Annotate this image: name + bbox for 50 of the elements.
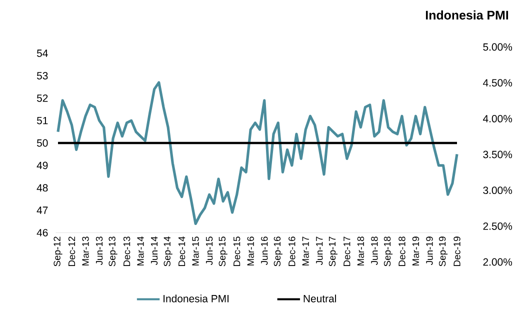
x-tick-label: Mar-19 xyxy=(412,236,420,266)
y2-tick-label: 3.50% xyxy=(483,150,512,158)
x-tick-label: Dec-14 xyxy=(178,236,186,266)
x-tick-label: Sep-12 xyxy=(54,236,62,266)
x-tick-label: Sep-15 xyxy=(218,236,228,266)
x-tick-label: Dec-16 xyxy=(288,236,296,266)
x-tick-label: Mar-16 xyxy=(247,236,254,266)
y2-tick-label: 3.00% xyxy=(483,186,512,194)
y-tick-label: 51 xyxy=(36,116,48,124)
x-tick-label: Sep-14 xyxy=(164,236,172,266)
y2-tick-label: 4.00% xyxy=(482,114,512,122)
y-tick-label: 50 xyxy=(36,139,48,147)
legend-label: Indonesia PMI xyxy=(164,294,228,302)
x-tick-label: Dec-12 xyxy=(68,236,76,266)
chart-title: Indonesia PMI xyxy=(426,10,508,20)
x-tick-label: Jun-17 xyxy=(316,236,323,266)
y2-tick-label: 2.00% xyxy=(483,258,512,266)
x-tick-label: Dec-18 xyxy=(398,236,406,266)
x-tick-label: Sep-16 xyxy=(274,236,282,266)
y2-tick-label: 2.50% xyxy=(483,222,512,230)
x-tick-label: Dec-17 xyxy=(344,236,350,266)
y-tick-label: 48 xyxy=(36,184,48,192)
x-tick-label: Mar-17 xyxy=(302,236,309,266)
x-tick-label: Jun-15 xyxy=(206,236,213,266)
x-tick-label: Jun-18 xyxy=(371,236,378,266)
x-tick-label: Dec-13 xyxy=(123,236,130,266)
x-tick-label: Mar-18 xyxy=(357,236,364,266)
x-tick-label: Sep-18 xyxy=(384,236,392,266)
y2-tick-label: 4.50% xyxy=(482,79,512,87)
x-tick-label: Sep-17 xyxy=(328,236,338,266)
y-tick-label: 53 xyxy=(36,72,48,80)
x-tick-label: Dec-19 xyxy=(454,236,460,266)
y-tick-label: 52 xyxy=(36,94,48,102)
y-tick-label: 47 xyxy=(36,206,48,214)
x-tick-label: Mar-13 xyxy=(82,236,89,266)
x-tick-label: Mar-14 xyxy=(137,236,144,266)
x-tick-label: Jun-16 xyxy=(261,236,268,266)
line-series xyxy=(56,81,458,226)
legend-label: Neutral xyxy=(304,294,336,302)
x-tick-label: Mar-15 xyxy=(192,236,199,266)
y-tick-label: 46 xyxy=(36,229,48,236)
y-tick-label: 49 xyxy=(36,162,48,170)
y-tick-label: 54 xyxy=(36,50,48,57)
x-tick-label: Sep-19 xyxy=(438,236,448,266)
y2-tick-label: 5.00% xyxy=(483,43,512,51)
x-tick-label: Jun-19 xyxy=(426,236,433,266)
x-tick-label: Jun-13 xyxy=(96,236,103,266)
x-tick-label: Sep-13 xyxy=(108,236,118,266)
x-tick-label: Dec-15 xyxy=(234,236,240,266)
x-tick-label: Jun-14 xyxy=(151,236,158,266)
